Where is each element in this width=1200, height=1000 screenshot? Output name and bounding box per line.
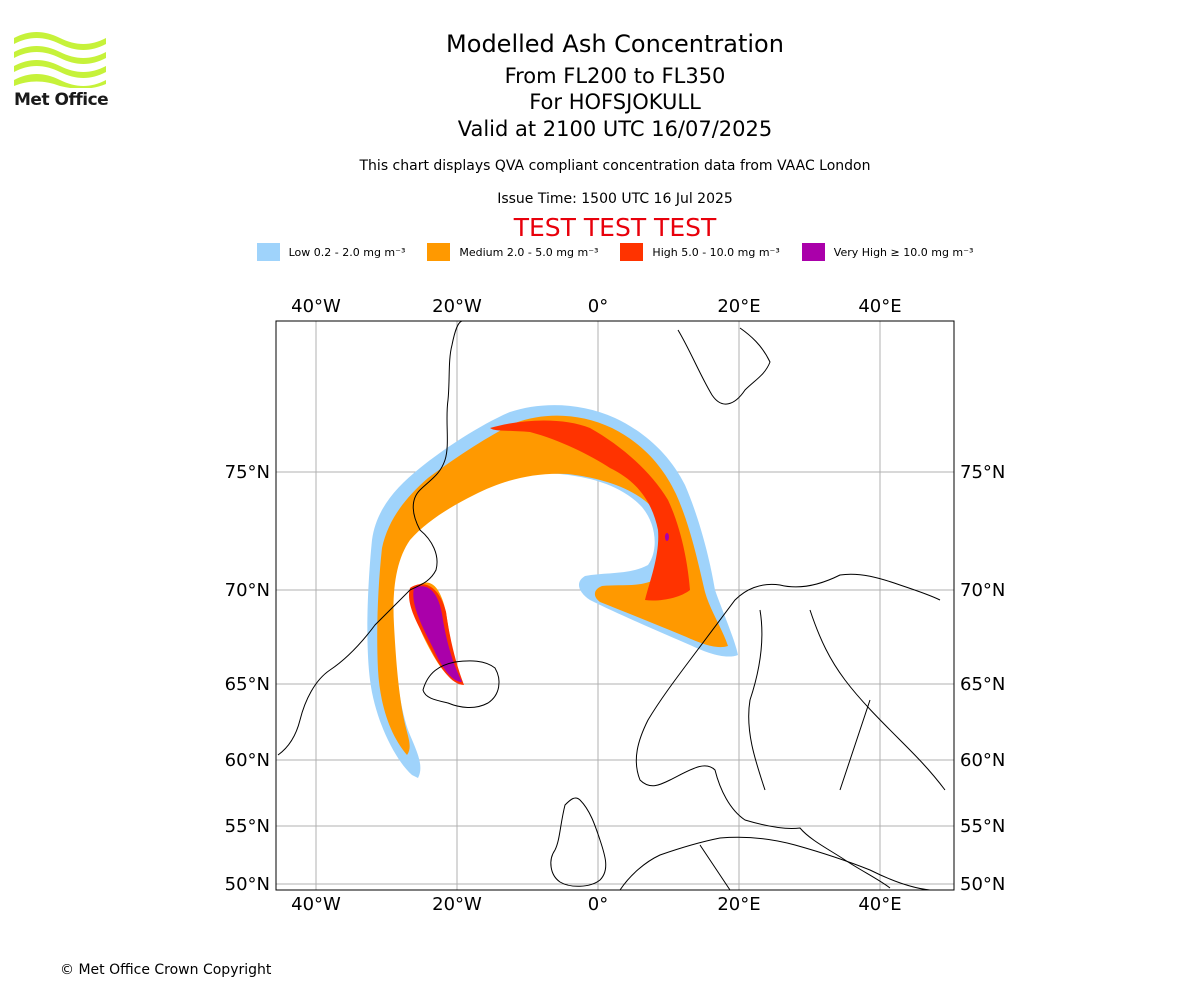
lon-label-top-20e: 20°E [717,296,760,317]
lat-label-right-50n: 50°N [960,874,1005,895]
map-frame [275,320,955,891]
greenland-coast [277,321,463,756]
met-office-logo: Met Office [14,30,109,112]
level-range: From FL200 to FL350 [504,64,726,88]
lat-label-left-60n: 60°N [225,750,270,771]
lon-label-bottom-40e: 40°E [858,894,901,915]
legend-item-low: Low 0.2 - 2.0 mg m⁻³ [256,243,406,261]
legend-label-low: Low 0.2 - 2.0 mg m⁻³ [288,245,406,259]
iceland-coast [422,660,500,708]
lon-label-top-20w: 20°W [432,296,482,317]
europe-coast [619,836,931,890]
coastlines [277,321,946,890]
lat-label-right-70n: 70°N [960,580,1005,601]
compliance-note: This chart displays QVA compliant concen… [359,158,871,174]
lon-label-top-40e: 40°E [858,296,901,317]
lat-label-right-60n: 60°N [960,750,1005,771]
legend-swatch-medium [427,243,451,261]
lat-label-left-70n: 70°N [225,580,270,601]
legend-label-medium: Medium 2.0 - 5.0 mg m⁻³ [459,245,599,259]
lat-label-left-65n: 65°N [225,674,270,695]
chart-title: Modelled Ash Concentration [446,30,784,58]
borders [699,609,871,890]
lat-label-left-50n: 50°N [225,874,270,895]
gridlines [276,321,954,890]
svalbard-coast [677,327,771,405]
lat-label-right-65n: 65°N [960,674,1005,695]
volcano-name: For HOFSJOKULL [529,90,701,114]
legend-label-very-high: Very High ≥ 10.0 mg m⁻³ [833,245,974,259]
met-office-waves-icon [14,32,106,89]
lat-label-left-75n: 75°N [225,462,270,483]
legend-swatch-very-high [801,243,825,261]
lon-label-bottom-40w: 40°W [291,894,341,915]
lat-label-right-55n: 55°N [960,816,1005,837]
lon-label-bottom-20e: 20°E [717,894,760,915]
uk-coast [550,797,607,887]
finland-coast [809,609,946,791]
concentration-legend: Low 0.2 - 2.0 mg m⁻³ Medium 2.0 - 5.0 mg… [0,243,1200,261]
lon-label-top-0: 0° [588,296,608,317]
ash-very-high-area [413,533,669,682]
lat-label-left-55n: 55°N [225,816,270,837]
scandinavia-coast [635,573,941,889]
lon-label-bottom-0: 0° [588,894,608,915]
test-banner: TEST TEST TEST [513,213,717,242]
legend-item-medium: Medium 2.0 - 5.0 mg m⁻³ [427,243,598,261]
legend-item-high: High 5.0 - 10.0 mg m⁻³ [620,243,780,261]
lon-label-bottom-20w: 20°W [432,894,482,915]
legend-swatch-low [256,243,280,261]
legend-item-very-high: Very High ≥ 10.0 mg m⁻³ [801,243,974,261]
copyright-footer: © Met Office Crown Copyright [60,962,272,978]
issue-time: Issue Time: 1500 UTC 16 Jul 2025 [497,191,733,207]
lat-label-right-75n: 75°N [960,462,1005,483]
legend-label-high: High 5.0 - 10.0 mg m⁻³ [652,245,780,259]
legend-swatch-high [620,243,644,261]
logo-text: Met Office [14,90,109,110]
valid-time: Valid at 2100 UTC 16/07/2025 [457,117,773,141]
lon-label-top-40w: 40°W [291,296,341,317]
